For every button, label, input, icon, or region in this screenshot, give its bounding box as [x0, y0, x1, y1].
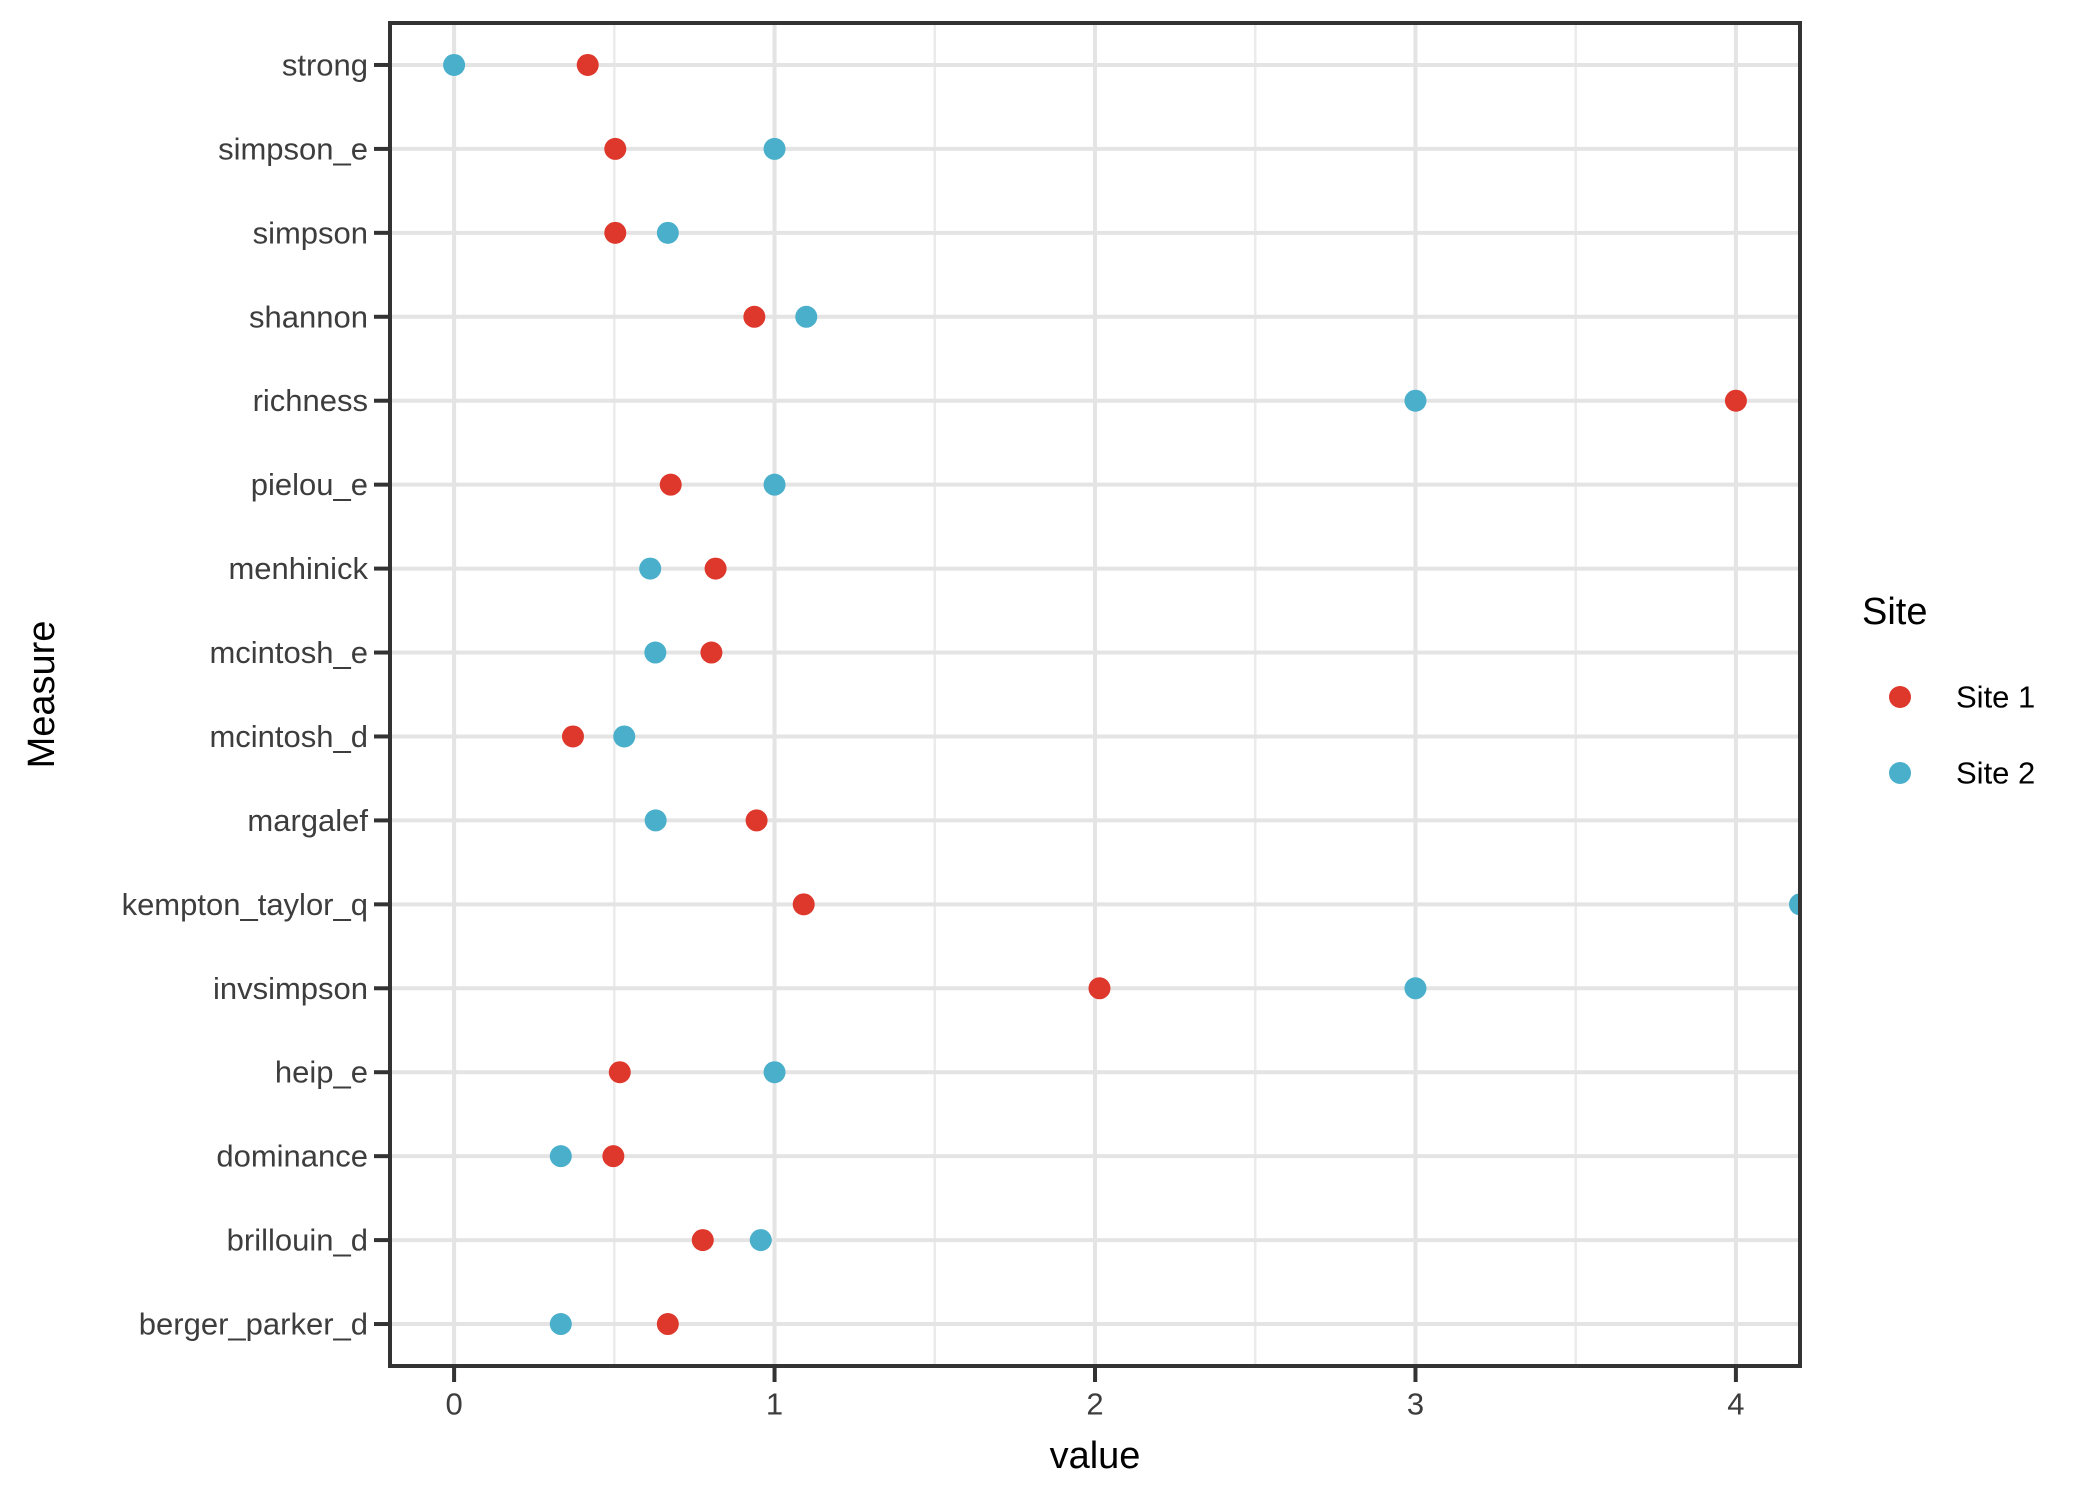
data-point-site2-mcintosh_e [644, 641, 667, 664]
data-point-site2-dominance [549, 1145, 572, 1168]
data-point-site2-richness [1404, 389, 1427, 412]
y-tick-label-pielou_e: pielou_e [251, 467, 368, 502]
y-tick-label-margalef: margalef [247, 803, 368, 838]
data-point-site1-mcintosh_d [561, 725, 584, 748]
legend-label-site1: Site 1 [1956, 680, 2035, 715]
y-tick-label-shannon: shannon [249, 299, 368, 334]
data-point-site2-simpson_e [763, 137, 786, 160]
data-point-site2-kempton_taylor_q [1789, 893, 1800, 916]
y-tick-label-heip_e: heip_e [275, 1055, 368, 1090]
data-point-site1-simpson [604, 221, 627, 244]
data-point-site1-pielou_e [659, 473, 682, 496]
x-tick-label: 3 [1407, 1387, 1424, 1422]
data-point-site1-mcintosh_e [700, 641, 723, 664]
y-tick-label-mcintosh_d: mcintosh_d [209, 719, 368, 754]
y-tick-label-berger_parker_d: berger_parker_d [139, 1307, 368, 1342]
data-point-site1-heip_e [608, 1061, 631, 1084]
data-point-site2-simpson [656, 221, 679, 244]
y-tick-label-simpson: simpson [253, 215, 368, 250]
y-axis-title: Measure [21, 621, 63, 769]
data-point-site1-strong [576, 53, 599, 76]
data-point-site2-mcintosh_d [613, 725, 636, 748]
data-point-site1-simpson_e [604, 137, 627, 160]
data-point-site1-brillouin_d [691, 1229, 714, 1252]
data-point-site1-shannon [743, 305, 766, 328]
x-tick-label: 4 [1727, 1387, 1744, 1422]
data-point-site1-dominance [602, 1145, 625, 1168]
legend-label-site2: Site 2 [1956, 756, 2035, 791]
y-tick-label-menhinick: menhinick [228, 551, 368, 586]
y-tick-label-simpson_e: simpson_e [218, 131, 368, 166]
legend-title: Site [1862, 591, 1927, 633]
x-tick-label: 0 [445, 1387, 462, 1422]
y-tick-label-mcintosh_e: mcintosh_e [209, 635, 368, 670]
data-point-site1-invsimpson [1088, 977, 1111, 1000]
panel-border [388, 21, 1802, 1368]
data-point-site2-heip_e [763, 1061, 786, 1084]
data-point-site2-invsimpson [1404, 977, 1427, 1000]
data-point-site1-margalef [745, 809, 768, 832]
data-point-site2-strong [443, 53, 466, 76]
data-point-site1-menhinick [704, 557, 727, 580]
y-tick-label-richness: richness [253, 383, 368, 418]
data-point-site1-kempton_taylor_q [792, 893, 815, 916]
data-point-site1-richness [1724, 389, 1747, 412]
data-points-layer [443, 53, 1800, 1336]
y-tick-label-invsimpson: invsimpson [213, 971, 368, 1006]
x-axis-title: value [1050, 1435, 1141, 1477]
data-point-site2-brillouin_d [749, 1229, 772, 1252]
y-tick-label-dominance: dominance [216, 1139, 368, 1174]
y-tick-label-kempton_taylor_q: kempton_taylor_q [122, 887, 368, 922]
data-point-site2-menhinick [639, 557, 662, 580]
legend-key-dot-site1 [1889, 686, 1911, 708]
y-tick-label-strong: strong [282, 47, 368, 82]
x-tick-label: 2 [1086, 1387, 1103, 1422]
y-tick-label-brillouin_d: brillouin_d [227, 1223, 368, 1258]
data-point-site2-margalef [644, 809, 667, 832]
data-point-site1-berger_parker_d [656, 1313, 679, 1336]
x-tick-label: 1 [766, 1387, 783, 1422]
legend-key-dot-site2 [1889, 762, 1911, 784]
data-point-site2-berger_parker_d [549, 1313, 572, 1336]
data-point-site2-shannon [795, 305, 818, 328]
data-point-site2-pielou_e [763, 473, 786, 496]
